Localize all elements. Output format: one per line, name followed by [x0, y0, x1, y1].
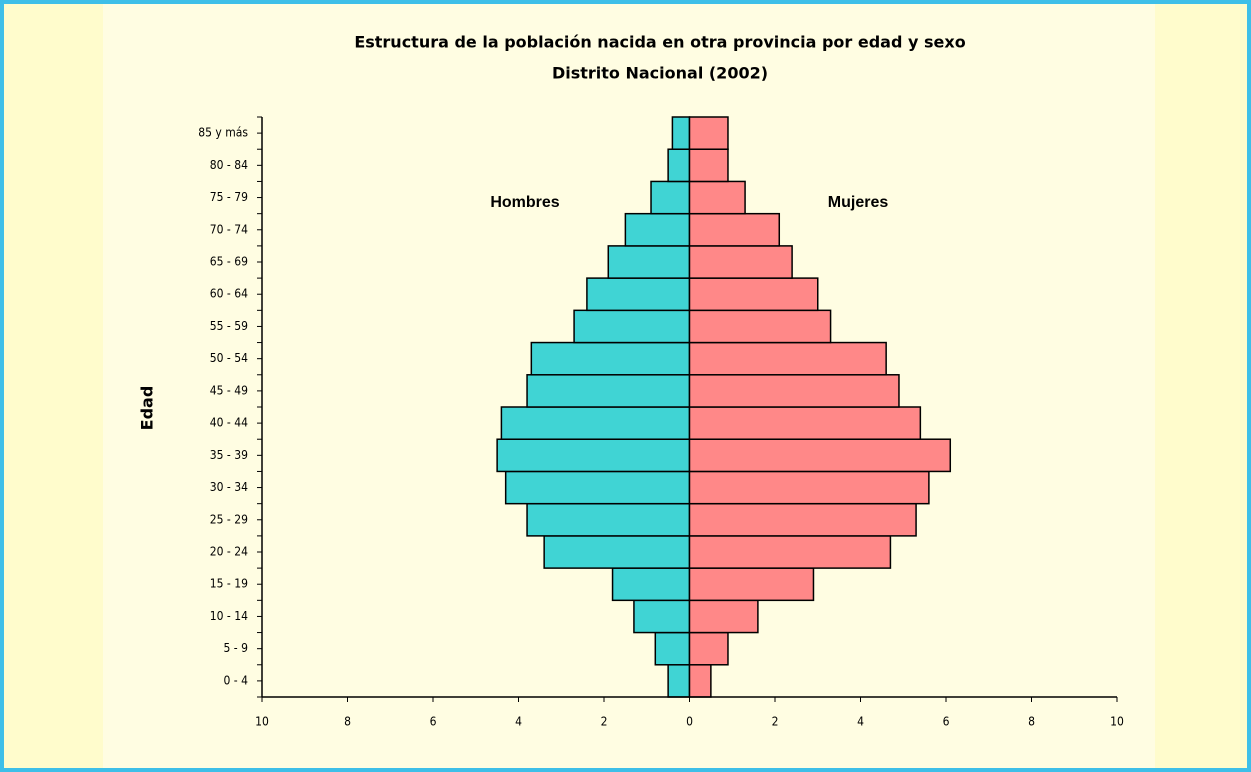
x-tick-label: 10 — [1110, 715, 1124, 729]
bar — [688, 245, 793, 279]
bar — [586, 277, 691, 312]
bar — [667, 148, 691, 183]
bar — [667, 664, 691, 698]
y-tick-label: 75 - 79 — [210, 190, 248, 204]
y-tick-label: 40 - 44 — [210, 416, 248, 430]
bar — [688, 116, 729, 150]
y-tick-label: 15 - 19 — [210, 577, 248, 591]
bar — [688, 180, 746, 215]
bar — [688, 664, 712, 698]
x-tick-label: 4 — [515, 715, 522, 729]
bar — [671, 116, 691, 150]
legend-label: Mujeres — [828, 194, 889, 211]
y-tick-label: 50 - 54 — [210, 351, 248, 365]
bar — [688, 341, 887, 376]
bar — [688, 502, 917, 537]
x-tick-label: 10 — [255, 715, 269, 729]
y-tick-label: 45 - 49 — [210, 383, 248, 397]
bar — [688, 438, 952, 473]
chart-subtitle: Distrito Nacional (2002) — [552, 64, 768, 83]
y-tick-label: 65 - 69 — [210, 255, 248, 269]
bar — [654, 631, 691, 666]
bar — [688, 567, 815, 602]
bar — [688, 470, 930, 505]
x-tick-label: 8 — [1028, 715, 1035, 729]
x-tick-label: 2 — [772, 715, 779, 729]
x-tick-label: 8 — [344, 715, 351, 729]
bar — [526, 374, 691, 408]
bar — [526, 502, 691, 537]
bar — [500, 406, 691, 440]
chart-title: Estructura de la población nacida en otr… — [354, 33, 965, 52]
y-tick-label: 55 - 59 — [210, 319, 248, 333]
bar — [688, 277, 819, 312]
x-tick-label: 4 — [857, 715, 864, 729]
x-tick-label: 6 — [943, 715, 950, 729]
bar — [633, 599, 691, 634]
x-tick-label: 6 — [430, 715, 437, 729]
y-tick-label: 35 - 39 — [210, 448, 248, 462]
bar — [543, 535, 691, 569]
y-tick-label: 60 - 64 — [210, 287, 248, 301]
bar — [688, 631, 729, 666]
legend-label: Hombres — [490, 194, 559, 211]
bar — [573, 309, 691, 344]
y-tick-label: 70 - 74 — [210, 222, 248, 236]
y-tick-label: 25 - 29 — [210, 512, 248, 526]
y-tick-label: 10 - 14 — [210, 609, 248, 623]
y-tick-label: 0 - 4 — [224, 673, 249, 687]
bar — [688, 148, 729, 183]
bar — [688, 212, 781, 247]
bar — [607, 245, 691, 279]
bar — [688, 309, 832, 344]
bar — [688, 406, 922, 440]
y-axis-label: Edad — [138, 386, 157, 431]
y-tick-label: 5 - 9 — [224, 641, 249, 655]
bar — [650, 180, 691, 215]
y-tick-label: 80 - 84 — [210, 158, 248, 172]
bar — [530, 341, 691, 376]
y-tick-label: 20 - 24 — [210, 545, 248, 559]
bar — [688, 374, 900, 408]
y-tick-label: 85 y más — [198, 126, 248, 140]
x-tick-label: 2 — [601, 715, 608, 729]
bar — [624, 212, 691, 247]
bar — [688, 535, 892, 569]
bar — [504, 470, 691, 505]
bar — [688, 599, 759, 634]
x-tick-label: 0 — [686, 715, 693, 729]
bar — [611, 567, 691, 602]
y-tick-label: 30 - 34 — [210, 480, 248, 494]
bar — [496, 438, 691, 473]
